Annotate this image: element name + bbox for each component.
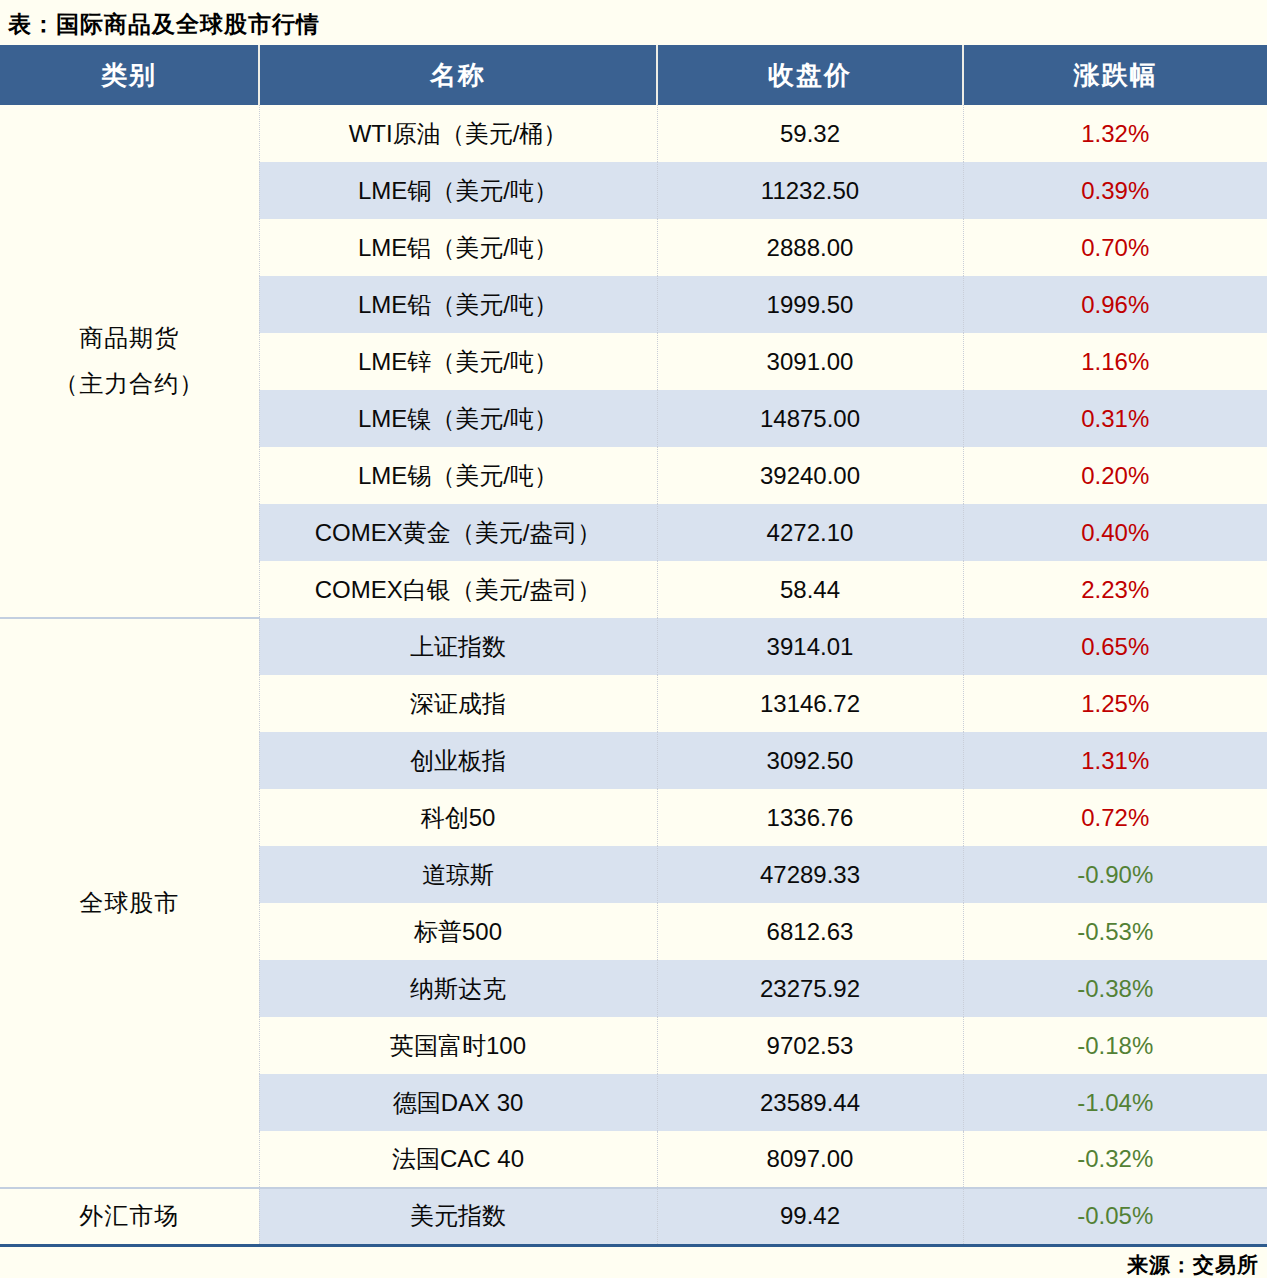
change-percent: 0.20% <box>963 447 1267 504</box>
instrument-name: 英国富时100 <box>259 1017 657 1074</box>
change-percent: -1.04% <box>963 1074 1267 1131</box>
change-percent: -0.18% <box>963 1017 1267 1074</box>
close-price: 13146.72 <box>657 675 963 732</box>
close-price: 2888.00 <box>657 219 963 276</box>
instrument-name: LME锌（美元/吨） <box>259 333 657 390</box>
close-price: 3091.00 <box>657 333 963 390</box>
instrument-name: LME铜（美元/吨） <box>259 162 657 219</box>
instrument-name: 道琼斯 <box>259 846 657 903</box>
close-price: 47289.33 <box>657 846 963 903</box>
instrument-name: 德国DAX 30 <box>259 1074 657 1131</box>
instrument-name: 标普500 <box>259 903 657 960</box>
close-price: 58.44 <box>657 561 963 618</box>
table-header-row: 类别 名称 收盘价 涨跌幅 <box>0 45 1267 105</box>
change-percent: 1.32% <box>963 105 1267 162</box>
instrument-name: WTI原油（美元/桶） <box>259 105 657 162</box>
change-percent: -0.32% <box>963 1131 1267 1188</box>
close-price: 6812.63 <box>657 903 963 960</box>
change-percent: -0.05% <box>963 1188 1267 1245</box>
instrument-name: 法国CAC 40 <box>259 1131 657 1188</box>
column-header-name: 名称 <box>259 45 657 105</box>
close-price: 3914.01 <box>657 618 963 675</box>
close-price: 14875.00 <box>657 390 963 447</box>
change-percent: -0.53% <box>963 903 1267 960</box>
change-percent: -0.90% <box>963 846 1267 903</box>
category-cell: 全球股市 <box>0 618 259 1188</box>
close-price: 8097.00 <box>657 1131 963 1188</box>
instrument-name: LME铝（美元/吨） <box>259 219 657 276</box>
close-price: 23589.44 <box>657 1074 963 1131</box>
change-percent: 1.25% <box>963 675 1267 732</box>
instrument-name: 纳斯达克 <box>259 960 657 1017</box>
close-price: 3092.50 <box>657 732 963 789</box>
change-percent: 0.96% <box>963 276 1267 333</box>
instrument-name: LME铅（美元/吨） <box>259 276 657 333</box>
close-price: 59.32 <box>657 105 963 162</box>
close-price: 4272.10 <box>657 504 963 561</box>
table-row: 外汇市场美元指数99.42-0.05% <box>0 1188 1267 1245</box>
category-cell: 外汇市场 <box>0 1188 259 1245</box>
close-price: 39240.00 <box>657 447 963 504</box>
close-price: 23275.92 <box>657 960 963 1017</box>
category-label-line: 外汇市场 <box>0 1193 259 1239</box>
table-row: 全球股市上证指数3914.010.65% <box>0 618 1267 675</box>
change-percent: 0.31% <box>963 390 1267 447</box>
change-percent: 2.23% <box>963 561 1267 618</box>
category-cell: 商品期货（主力合约） <box>0 105 259 618</box>
instrument-name: COMEX白银（美元/盎司） <box>259 561 657 618</box>
category-label-line: 商品期货 <box>0 315 259 361</box>
instrument-name: LME锡（美元/吨） <box>259 447 657 504</box>
page: 表：国际商品及全球股市行情 类别 名称 收盘价 涨跌幅 商品期货（主力合约）WT… <box>0 0 1267 1278</box>
close-price: 99.42 <box>657 1188 963 1245</box>
change-percent: 0.65% <box>963 618 1267 675</box>
column-header-change: 涨跌幅 <box>963 45 1267 105</box>
change-percent: -0.38% <box>963 960 1267 1017</box>
column-header-close: 收盘价 <box>657 45 963 105</box>
quotes-table: 类别 名称 收盘价 涨跌幅 商品期货（主力合约）WTI原油（美元/桶）59.32… <box>0 45 1267 1247</box>
change-percent: 1.31% <box>963 732 1267 789</box>
change-percent: 0.40% <box>963 504 1267 561</box>
instrument-name: 美元指数 <box>259 1188 657 1245</box>
instrument-name: 科创50 <box>259 789 657 846</box>
instrument-name: COMEX黄金（美元/盎司） <box>259 504 657 561</box>
close-price: 1336.76 <box>657 789 963 846</box>
column-header-category: 类别 <box>0 45 259 105</box>
change-percent: 0.72% <box>963 789 1267 846</box>
close-price: 9702.53 <box>657 1017 963 1074</box>
instrument-name: LME镍（美元/吨） <box>259 390 657 447</box>
instrument-name: 深证成指 <box>259 675 657 732</box>
instrument-name: 上证指数 <box>259 618 657 675</box>
category-label-line: 全球股市 <box>0 880 259 926</box>
table-body: 商品期货（主力合约）WTI原油（美元/桶）59.321.32%LME铜（美元/吨… <box>0 105 1267 1245</box>
change-percent: 1.16% <box>963 333 1267 390</box>
category-label-line: （主力合约） <box>0 361 259 407</box>
instrument-name: 创业板指 <box>259 732 657 789</box>
source-note: 来源：交易所 <box>0 1247 1267 1277</box>
table-row: 商品期货（主力合约）WTI原油（美元/桶）59.321.32% <box>0 105 1267 162</box>
close-price: 11232.50 <box>657 162 963 219</box>
change-percent: 0.70% <box>963 219 1267 276</box>
close-price: 1999.50 <box>657 276 963 333</box>
page-title: 表：国际商品及全球股市行情 <box>0 0 1267 45</box>
change-percent: 0.39% <box>963 162 1267 219</box>
table-header: 类别 名称 收盘价 涨跌幅 <box>0 45 1267 105</box>
